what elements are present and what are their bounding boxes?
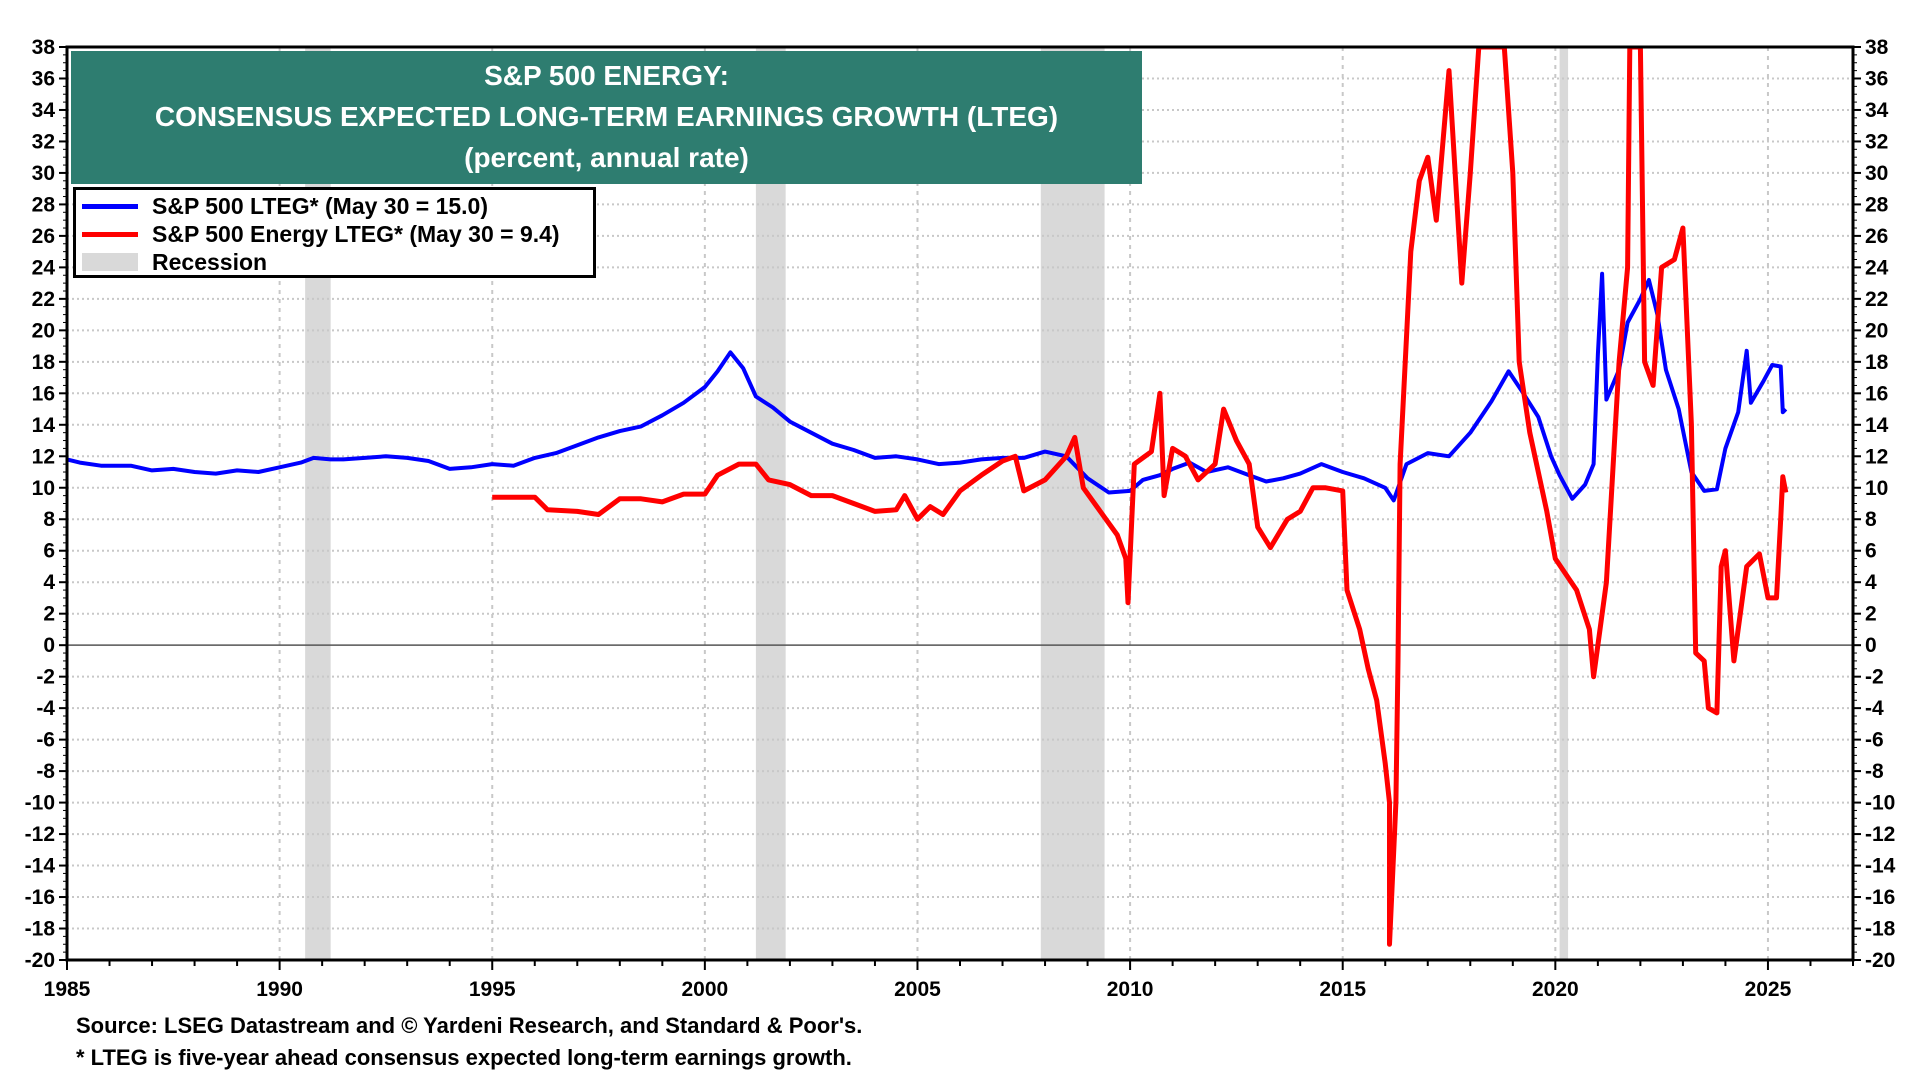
y-tick-label-left: 36 (32, 67, 55, 90)
y-tick-label-right: 4 (1865, 571, 1877, 594)
axes: -20 -20-18 -18-16 -16-14 -14-12 -12-10 -10-8 -8… (25, 36, 1896, 1001)
legend-label-energy: S&P 500 Energy LTEG* (May 30 = 9.4) (152, 220, 560, 247)
y-tick-label-left: 4 (43, 571, 55, 594)
y-tick-label-left: -14 (25, 855, 56, 878)
legend-item-recession: Recession (82, 248, 593, 276)
y-tick-label-left: 32 (32, 130, 55, 153)
legend-label-recession: Recession (152, 248, 268, 275)
y-tick-label-right: 24 (1865, 256, 1889, 279)
y-tick-label-left: 34 (32, 99, 56, 122)
chart-title-line-2: CONSENSUS EXPECTED LONG-TERM EARNINGS GR… (154, 101, 1059, 132)
y-tick-label-right: 10 (1865, 477, 1888, 500)
y-tick-label-right: -16 (1865, 886, 1895, 909)
chart-title-line-3: (percent, annual rate) (464, 142, 749, 173)
x-tick-label: 2020 (1532, 978, 1579, 1001)
y-tick-label-right: -20 (1865, 949, 1895, 972)
recession-band (755, 47, 786, 960)
legend-swatch-red-line (82, 231, 138, 237)
y-tick-label-right: 8 (1865, 508, 1877, 531)
series-line-energy-lteg (492, 47, 1789, 947)
y-tick-label-left: 2 (43, 603, 55, 626)
y-tick-label-right: -4 (1865, 697, 1884, 720)
y-tick-label-right: 0 (1865, 634, 1877, 657)
y-tick-label-left: 28 (32, 193, 56, 216)
chart-title-box: S&P 500 ENERGY: CONSENSUS EXPECTED LONG-… (71, 51, 1142, 184)
y-tick-label-right: -12 (1865, 823, 1895, 846)
y-tick-label-left: -16 (25, 886, 55, 909)
y-tick-label-right: 32 (1865, 130, 1888, 153)
y-tick-label-left: 30 (32, 162, 55, 185)
y-tick-label-right: -8 (1865, 760, 1884, 783)
legend: S&P 500 LTEG* (May 30 = 15.0) S&P 500 En… (73, 187, 596, 278)
y-tick-label-right: 14 (1865, 414, 1889, 437)
y-tick-label-left: -2 (36, 666, 55, 689)
y-tick-label-right: 16 (1865, 382, 1888, 405)
y-tick-label-left: 24 (32, 256, 56, 279)
legend-label-sp500: S&P 500 LTEG* (May 30 = 15.0) (152, 192, 489, 219)
y-tick-label-right: 30 (1865, 162, 1888, 185)
chart-title-line-1: S&P 500 ENERGY: (484, 60, 729, 91)
y-tick-label-left: -20 (25, 949, 55, 972)
y-tick-label-right: 12 (1865, 445, 1888, 468)
y-tick-label-right: -10 (1865, 792, 1895, 815)
y-tick-label-left: 20 (32, 319, 55, 342)
x-tick-label: 2015 (1319, 978, 1366, 1001)
y-tick-label-right: 6 (1865, 540, 1877, 563)
y-tick-label-left: 6 (43, 540, 55, 563)
y-tick-label-left: 12 (32, 445, 55, 468)
legend-swatch-recession-box (82, 253, 138, 271)
y-tick-label-left: -18 (25, 918, 56, 941)
y-tick-label-left: 38 (32, 36, 56, 59)
y-tick-label-left: 22 (32, 288, 55, 311)
recession-band (1559, 47, 1569, 960)
legend-swatch-blue-line (82, 203, 138, 209)
y-tick-label-right: 28 (1865, 193, 1889, 216)
y-tick-label-left: 16 (32, 382, 55, 405)
y-tick-label-left: -10 (25, 792, 55, 815)
series-line-sp500-lteg (67, 271, 1788, 503)
lteg-definition-note: * LTEG is five-year ahead consensus expe… (76, 1045, 852, 1070)
y-tick-label-left: 26 (32, 225, 55, 248)
y-tick-label-right: 22 (1865, 288, 1888, 311)
y-tick-label-left: 0 (43, 634, 55, 657)
x-tick-label: 1985 (44, 978, 91, 1001)
y-tick-label-left: 18 (32, 351, 56, 374)
x-tick-label: 2000 (681, 978, 728, 1001)
x-tick-label: 2025 (1745, 978, 1792, 1001)
y-tick-label-right: 18 (1865, 351, 1889, 374)
y-tick-label-right: 2 (1865, 603, 1877, 626)
footnotes: Source: LSEG Datastream and © Yardeni Re… (76, 1010, 862, 1074)
y-tick-label-left: 10 (32, 477, 55, 500)
y-tick-label-left: -12 (25, 823, 55, 846)
source-note: Source: LSEG Datastream and © Yardeni Re… (76, 1013, 863, 1038)
series-lines (67, 47, 1789, 947)
y-tick-label-right: 36 (1865, 67, 1888, 90)
y-tick-label-left: 8 (43, 508, 55, 531)
x-tick-label: 1995 (469, 978, 516, 1001)
y-tick-label-left: -8 (36, 760, 55, 783)
y-tick-label-right: 26 (1865, 225, 1888, 248)
y-tick-label-right: 20 (1865, 319, 1888, 342)
y-tick-label-left: -6 (36, 729, 55, 752)
y-tick-label-right: 34 (1865, 99, 1889, 122)
y-tick-label-right: 38 (1865, 36, 1889, 59)
y-tick-label-right: -14 (1865, 855, 1896, 878)
legend-item-energy: S&P 500 Energy LTEG* (May 30 = 9.4) (82, 220, 593, 248)
x-tick-label: 2010 (1107, 978, 1154, 1001)
y-tick-label-right: -6 (1865, 729, 1884, 752)
y-tick-label-left: -4 (36, 697, 55, 720)
y-tick-label-left: 14 (32, 414, 56, 437)
x-tick-label: 2005 (894, 978, 941, 1001)
y-tick-label-right: -18 (1865, 918, 1896, 941)
y-tick-label-right: -2 (1865, 666, 1884, 689)
x-tick-label: 1990 (256, 978, 303, 1001)
legend-item-sp500: S&P 500 LTEG* (May 30 = 15.0) (82, 192, 593, 220)
